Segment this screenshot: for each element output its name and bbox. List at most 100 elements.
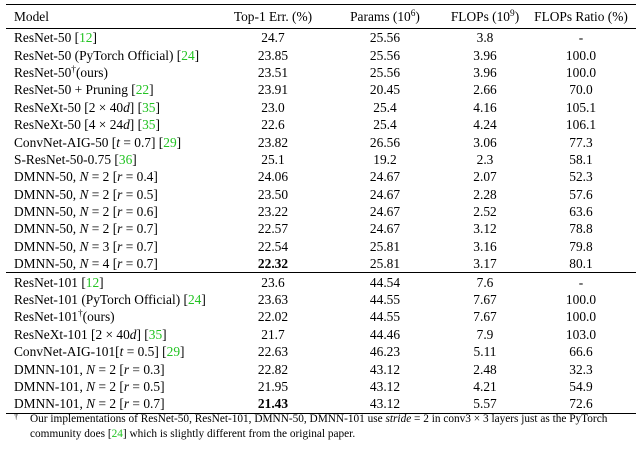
model-cell: DMNN-50, N = 4 [r = 0.7] [6, 255, 220, 273]
value-cell: 63.6 [569, 204, 593, 220]
value-cell: 103.0 [565, 326, 597, 342]
text-run: DMNN-50, [14, 238, 80, 254]
value-cell: 23.6 [220, 272, 326, 291]
text-run: ResNet-50 [ [14, 30, 80, 46]
text-run: = 0.3] [129, 361, 165, 377]
value-cell: 2.48 [473, 361, 497, 377]
value-cell: 21.43 [220, 395, 326, 414]
table-row: DMNN-50, N = 2 [r = 0.5] 23.50 24.67 2.28 57… [6, 186, 636, 203]
header-row: Model Top-1 Err. (%) Params (106) FLOPs (10… [6, 4, 636, 29]
text-run: ResNeXt-101 [2 × 40 [14, 326, 130, 342]
value-cell: 105.1 [565, 99, 597, 115]
text-run: ] [155, 117, 160, 133]
text-run: † [71, 64, 76, 75]
model-cell: ResNeXt-50 [2 × 40d] [35] [6, 99, 220, 116]
value-cell: 3.17 [473, 256, 497, 272]
text-run: ResNet-101 (PyTorch Official) [ [14, 292, 188, 308]
value-cell: - [526, 272, 636, 291]
footnote-text: Our implementations of ResNet-50, ResNet… [30, 413, 607, 440]
text-run: N [79, 256, 89, 272]
text-run: = 0.5] [129, 379, 165, 394]
value-cell: 24.67 [369, 169, 401, 185]
text-run: DMNN-101, [14, 361, 87, 377]
value-cell: 26.56 [369, 134, 401, 150]
value-cell: 3.16 [473, 238, 497, 254]
citation: 12 [79, 30, 93, 46]
text-run: r [117, 204, 123, 220]
value-cell: 20.45 [369, 82, 401, 98]
value-cell: 44.46 [369, 326, 401, 342]
model-cell: ResNeXt-101 [2 × 40d] [35] [6, 326, 220, 343]
text-run: ] which is slightly different from the o… [122, 428, 356, 440]
text-run: DMNN-50, [14, 256, 80, 272]
results-table: Model Top-1 Err. (%) Params (106) FLOPs (10… [6, 4, 636, 414]
citation: 22 [135, 82, 150, 98]
table-row: DMNN-50, N = 2 [r = 0.7] 22.57 24.67 3.12 78… [6, 220, 636, 237]
model-cell: ResNet-101 (PyTorch Official) [24] [6, 291, 220, 308]
value-cell: 23.22 [257, 204, 289, 220]
text-run: ResNeXt-50 [2 × 40 [14, 99, 124, 115]
citation: 24 [111, 428, 123, 440]
table-row: ResNet-101†(ours) 22.02 44.55 7.67 100.0 [6, 308, 636, 325]
value-cell: 25.81 [369, 238, 401, 254]
value-cell: 43.12 [326, 395, 444, 414]
value-cell: 23.82 [257, 134, 289, 150]
text-run: N [79, 186, 89, 202]
model-cell: DMNN-101, N = 2 [r = 0.3] [6, 360, 220, 377]
table-row: DMNN-101, N = 2 [r = 0.3] 22.82 43.12 2.48 3… [6, 360, 636, 377]
text-run: (ours) [75, 64, 108, 80]
text-run: ResNet-101 [14, 309, 78, 325]
model-cell: DMNN-50, N = 2 [r = 0.4] [6, 168, 220, 185]
value-cell: 46.23 [369, 344, 401, 360]
table-row: ConvNet-AIG-101[t = 0.5] [29] 22.63 46.23 5… [6, 343, 636, 360]
text-run: ResNet-50 + Pruning [ [14, 82, 136, 98]
text-run: r [117, 221, 123, 237]
text-run: r [117, 186, 123, 202]
value-cell: 100.0 [565, 64, 597, 80]
value-cell: 2.52 [473, 204, 497, 220]
value-cell: 25.56 [369, 64, 401, 80]
model-cell: DMNN-50, N = 2 [r = 0.5] [6, 186, 220, 203]
text-run: ] [ [136, 326, 149, 342]
model-cell: DMNN-50, N = 3 [r = 0.7] [6, 238, 220, 255]
text-run: ] [155, 99, 160, 115]
value-cell: 3.96 [473, 47, 497, 63]
value-cell: 4.24 [473, 117, 497, 133]
model-cell: ResNet-50 + Pruning [22] [6, 81, 220, 98]
text-run: † [77, 309, 83, 320]
model-cell: ResNet-101†(ours) [6, 308, 220, 325]
value-cell: 78.8 [569, 221, 593, 237]
table-row: DMNN-50, N = 4 [r = 0.7] 22.32 25.81 3.17 80… [6, 255, 636, 273]
table-row: DMNN-101, N = 2 [r = 0.7] 21.43 43.12 5.57 7… [6, 395, 636, 414]
text-run: ] [176, 134, 182, 150]
text-run: t [116, 134, 121, 150]
table-row: ResNet-50 (PyTorch Official) [24] 23.85 25… [6, 46, 636, 63]
text-run: = 2 [ [95, 396, 124, 412]
citation: 12 [85, 274, 100, 290]
text-run: ] [132, 151, 137, 167]
column-header: Model [6, 4, 220, 29]
text-run: Params (10 [350, 8, 411, 24]
model-cell: ResNet-50 (PyTorch Official) [24] [6, 46, 220, 63]
value-cell: 58.1 [569, 151, 593, 167]
value-cell: 23.50 [257, 186, 289, 202]
text-run: (ours) [82, 309, 115, 325]
column-header: FLOPs (109) [444, 4, 526, 29]
text-run: N [86, 379, 96, 394]
value-cell: 21.7 [261, 326, 285, 342]
text-run: = 2 [ [88, 186, 118, 202]
text-run: DMNN-50, [14, 204, 80, 220]
text-run: DMNN-50, [14, 186, 80, 202]
text-run: ) [514, 8, 520, 24]
text-run: DMNN-101, [14, 379, 87, 394]
text-run: = 2 [ [88, 221, 118, 237]
text-run: = 0.4] [122, 169, 158, 185]
text-run: N [86, 396, 96, 412]
value-cell: 2.66 [473, 82, 497, 98]
value-cell: 22.63 [257, 344, 289, 360]
text-run: ResNet-101 [ [14, 274, 86, 290]
value-cell: 3.8 [476, 30, 494, 46]
citation: 36 [118, 151, 133, 167]
value-cell: 4.21 [473, 379, 497, 394]
value-cell: 3.96 [473, 64, 497, 80]
